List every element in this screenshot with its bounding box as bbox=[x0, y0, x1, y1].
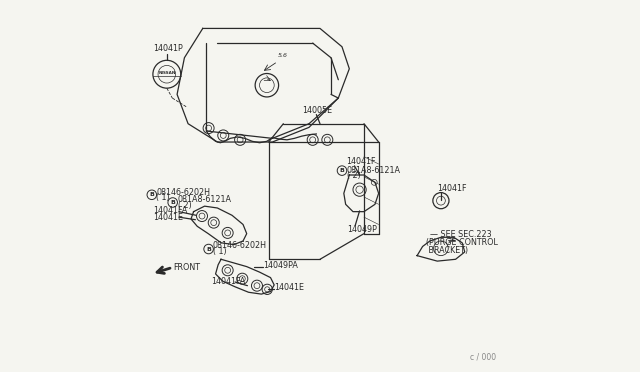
Text: ( 1): ( 1) bbox=[156, 193, 170, 202]
Text: c / 000: c / 000 bbox=[470, 352, 496, 361]
Text: 14041F: 14041F bbox=[437, 185, 467, 193]
Text: ( 2): ( 2) bbox=[178, 201, 191, 209]
Text: (PURGE CONTROL: (PURGE CONTROL bbox=[426, 238, 498, 247]
Text: B: B bbox=[206, 247, 211, 251]
Text: 081A8-6121A: 081A8-6121A bbox=[177, 195, 231, 205]
Text: B: B bbox=[149, 192, 154, 197]
Text: 08146-6202H: 08146-6202H bbox=[156, 188, 210, 197]
Text: 14041FA: 14041FA bbox=[211, 277, 245, 286]
Text: ( 2): ( 2) bbox=[347, 171, 361, 180]
Text: 14005E: 14005E bbox=[303, 106, 333, 115]
Text: 14049P: 14049P bbox=[347, 225, 377, 234]
Text: 081A8-6121A: 081A8-6121A bbox=[346, 166, 401, 175]
Text: NISSAN: NISSAN bbox=[158, 71, 175, 75]
Text: 14041FA: 14041FA bbox=[153, 206, 187, 215]
Text: B: B bbox=[170, 200, 175, 205]
Text: B: B bbox=[340, 168, 344, 173]
Text: ( 1): ( 1) bbox=[213, 247, 227, 256]
Text: 14049PA: 14049PA bbox=[263, 262, 298, 270]
Text: 14041F: 14041F bbox=[346, 157, 376, 166]
Text: 14041E: 14041E bbox=[153, 213, 183, 222]
Text: 08146-6202H: 08146-6202H bbox=[213, 241, 267, 250]
Text: — SEE SEC.223: — SEE SEC.223 bbox=[430, 230, 492, 239]
Text: 14041P: 14041P bbox=[154, 44, 184, 53]
Text: 14041E: 14041E bbox=[274, 283, 304, 292]
Text: BRACKET): BRACKET) bbox=[426, 246, 468, 254]
Text: 5.6: 5.6 bbox=[278, 54, 289, 58]
Text: FRONT: FRONT bbox=[173, 263, 200, 272]
